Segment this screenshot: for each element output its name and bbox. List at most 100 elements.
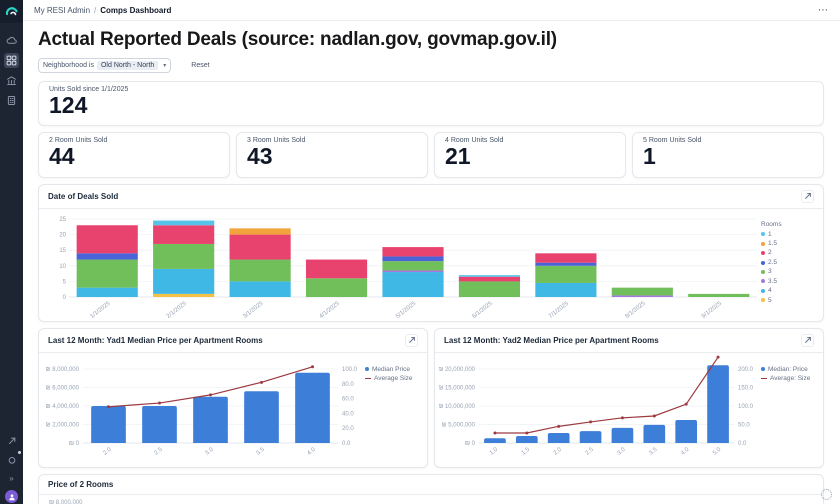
bar-segment[interactable] [153, 224, 215, 244]
bar-segment[interactable] [76, 259, 138, 288]
bar-segment[interactable] [611, 295, 673, 297]
bar-segment[interactable] [382, 271, 444, 297]
data-point[interactable] [525, 431, 529, 435]
data-point[interactable] [716, 355, 720, 359]
svg-text:100.0: 100.0 [738, 404, 754, 410]
legend-label: 2 [768, 249, 772, 257]
data-point[interactable] [557, 424, 561, 428]
bar-segment[interactable] [535, 252, 597, 263]
legend-item[interactable]: 2.5 [761, 258, 819, 267]
bar-segment[interactable] [305, 259, 368, 278]
svg-text:0.0: 0.0 [342, 441, 351, 447]
legend-item[interactable]: Median: Price [761, 365, 819, 374]
bar-segment[interactable] [153, 243, 215, 269]
data-point[interactable] [620, 415, 624, 419]
bar[interactable] [484, 437, 506, 443]
expand-chart-button[interactable] [801, 333, 814, 347]
legend-item[interactable]: Median Price [365, 365, 423, 374]
bar-segment[interactable] [229, 259, 291, 281]
data-point[interactable] [589, 420, 593, 424]
bar-segment[interactable] [153, 268, 215, 294]
bar-segment[interactable] [76, 287, 138, 297]
bar-segment[interactable] [229, 280, 291, 297]
bar-segment[interactable] [76, 224, 138, 253]
bar-segment[interactable] [382, 246, 444, 257]
bar-segment[interactable] [611, 287, 673, 296]
filter-value[interactable]: Old North - North [96, 61, 159, 70]
bar[interactable] [515, 435, 538, 443]
bar-segment[interactable] [305, 277, 368, 297]
bar-segment[interactable] [153, 220, 215, 225]
legend-item[interactable]: 4 [761, 286, 819, 295]
bank-icon[interactable] [4, 73, 19, 88]
deals-chart-card: Date of Deals Sold 0 5 10 15 20 25 1/1/2025 2/1… [38, 183, 824, 322]
bar-segment[interactable] [76, 252, 138, 260]
data-point[interactable] [107, 404, 110, 408]
bar-segment[interactable] [153, 293, 215, 297]
neighborhood-filter[interactable]: Neighborhood is Old North - North ▾ [38, 58, 172, 73]
chart-body: 0 5 10 15 20 25 1/1/2025 2/1/2025 3/1/2025 4/1/20… [39, 209, 823, 321]
expand-chart-button[interactable] [801, 189, 814, 203]
building-icon[interactable] [4, 93, 19, 108]
reset-button[interactable]: Reset [191, 62, 210, 69]
chart-title: Last 12 Month: Yad2 Median Price per Apa… [444, 335, 659, 345]
bar[interactable] [142, 405, 177, 443]
legend-marker [761, 377, 767, 380]
chart-header: Last 12 Month: Yad2 Median Price per Apa… [435, 329, 823, 353]
bar-segment[interactable] [382, 270, 444, 272]
bar-segment[interactable] [229, 227, 291, 235]
bar[interactable] [91, 405, 126, 443]
kpi-label: Units Sold since 1/1/2025 [49, 86, 129, 93]
bar-segment[interactable] [535, 265, 597, 283]
bar[interactable] [295, 372, 330, 443]
bar-segment[interactable] [688, 293, 750, 297]
bar-segment[interactable] [535, 282, 597, 297]
legend-item[interactable]: 3 [761, 267, 819, 276]
svg-text:5/1/2025: 5/1/2025 [395, 300, 418, 320]
collapse-icon[interactable]: » [9, 473, 14, 483]
bar[interactable] [547, 432, 570, 443]
breadcrumb-page[interactable]: Comps Dashboard [100, 5, 172, 15]
legend-item[interactable]: 1 [761, 230, 819, 239]
svg-text:₪ 6,000,000: ₪ 6,000,000 [46, 385, 80, 391]
bar[interactable] [193, 396, 228, 443]
data-point[interactable] [158, 401, 161, 405]
bar[interactable] [244, 390, 279, 443]
bar-segment[interactable] [382, 256, 444, 261]
breadcrumb-app[interactable]: My RESI Admin [34, 5, 91, 15]
data-point[interactable] [311, 364, 314, 368]
data-point[interactable] [493, 431, 497, 435]
legend-item[interactable]: 5 [761, 296, 819, 305]
legend-label: 1.5 [768, 240, 778, 248]
legend-marker [761, 288, 765, 293]
dashboard-grid-icon[interactable] [4, 53, 19, 68]
expand-chart-button[interactable] [405, 333, 418, 347]
user-avatar[interactable] [5, 490, 18, 503]
bar-segment[interactable] [458, 276, 521, 281]
legend-item[interactable]: 1.5 [761, 239, 819, 248]
chart-body: ₪ 8,000,000 [39, 495, 823, 504]
bar-segment[interactable] [229, 234, 291, 260]
bar-segment[interactable] [382, 260, 444, 271]
bar[interactable] [611, 427, 634, 443]
bar[interactable] [643, 424, 666, 443]
bar-segment[interactable] [458, 280, 521, 297]
bar-segment[interactable] [458, 274, 521, 277]
data-point[interactable] [652, 414, 656, 418]
share-icon[interactable] [4, 433, 19, 448]
legend-item[interactable]: 2 [761, 248, 819, 257]
overflow-menu-icon[interactable]: ⋯ [818, 4, 829, 16]
notification-bell-icon[interactable] [4, 451, 21, 467]
legend-item[interactable]: Average: Size [761, 374, 819, 383]
app-logo[interactable] [0, 0, 23, 23]
data-point[interactable] [260, 380, 263, 384]
bar-segment[interactable] [535, 262, 597, 266]
bar[interactable] [675, 419, 698, 443]
data-point[interactable] [209, 392, 212, 396]
legend-item[interactable]: Average Size [365, 374, 423, 383]
bar[interactable] [707, 364, 729, 443]
data-point[interactable] [684, 402, 688, 406]
legend-item[interactable]: 3.5 [761, 277, 819, 286]
bar[interactable] [579, 430, 602, 443]
cloud-icon[interactable] [4, 33, 19, 48]
